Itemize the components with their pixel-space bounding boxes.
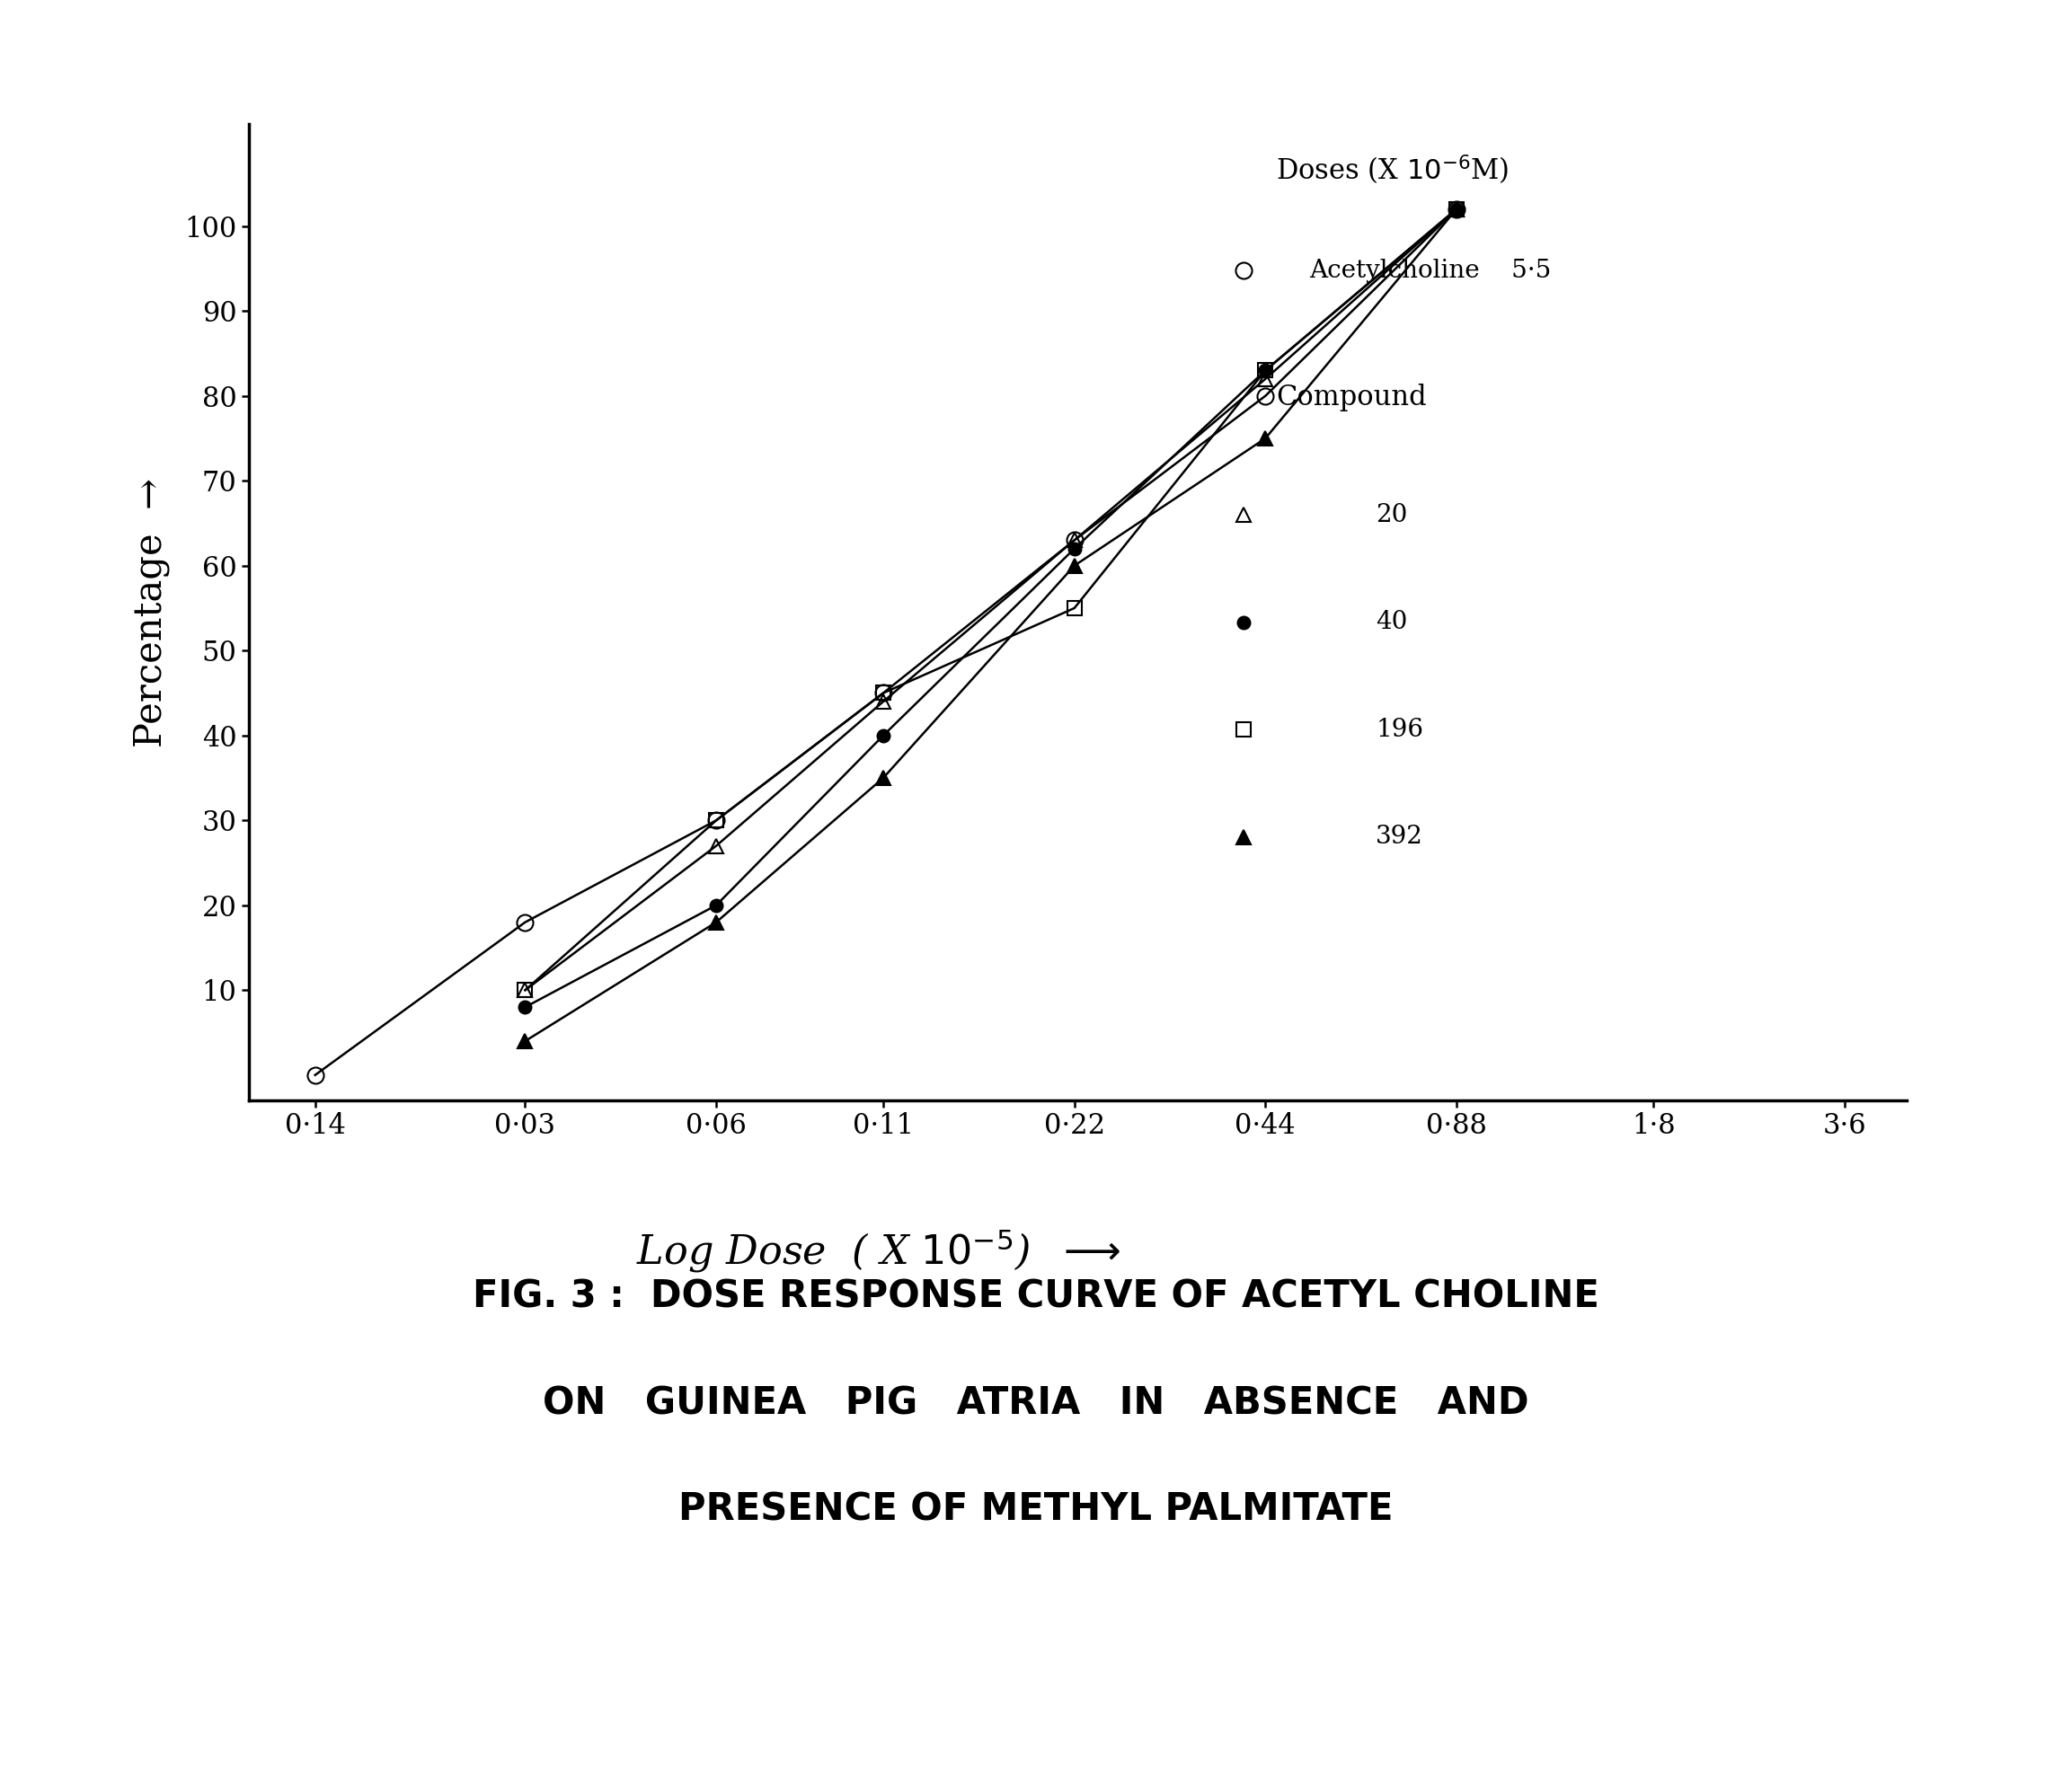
Text: ON   GUINEA   PIG   ATRIA   IN   ABSENCE   AND: ON GUINEA PIG ATRIA IN ABSENCE AND <box>543 1384 1529 1422</box>
Text: Acetylcholine    5·5: Acetylcholine 5·5 <box>1310 259 1552 282</box>
Text: PRESENCE OF METHYL PALMITATE: PRESENCE OF METHYL PALMITATE <box>680 1491 1392 1528</box>
Text: Log Dose  ( X $10^{-5}$)  $\longrightarrow$: Log Dose ( X $10^{-5}$) $\longrightarrow… <box>636 1228 1121 1274</box>
Text: 40: 40 <box>1376 611 1407 634</box>
Text: 20: 20 <box>1376 502 1407 527</box>
Text: Doses (X $10^{-6}$M): Doses (X $10^{-6}$M) <box>1276 154 1508 186</box>
Text: Compound: Compound <box>1276 383 1428 412</box>
Text: 196: 196 <box>1376 717 1423 742</box>
Text: 392: 392 <box>1376 825 1423 848</box>
Text: FIG. 3 :  DOSE RESPONSE CURVE OF ACETYL CHOLINE: FIG. 3 : DOSE RESPONSE CURVE OF ACETYL C… <box>472 1278 1600 1315</box>
Y-axis label: Percentage  →: Percentage → <box>133 477 170 747</box>
